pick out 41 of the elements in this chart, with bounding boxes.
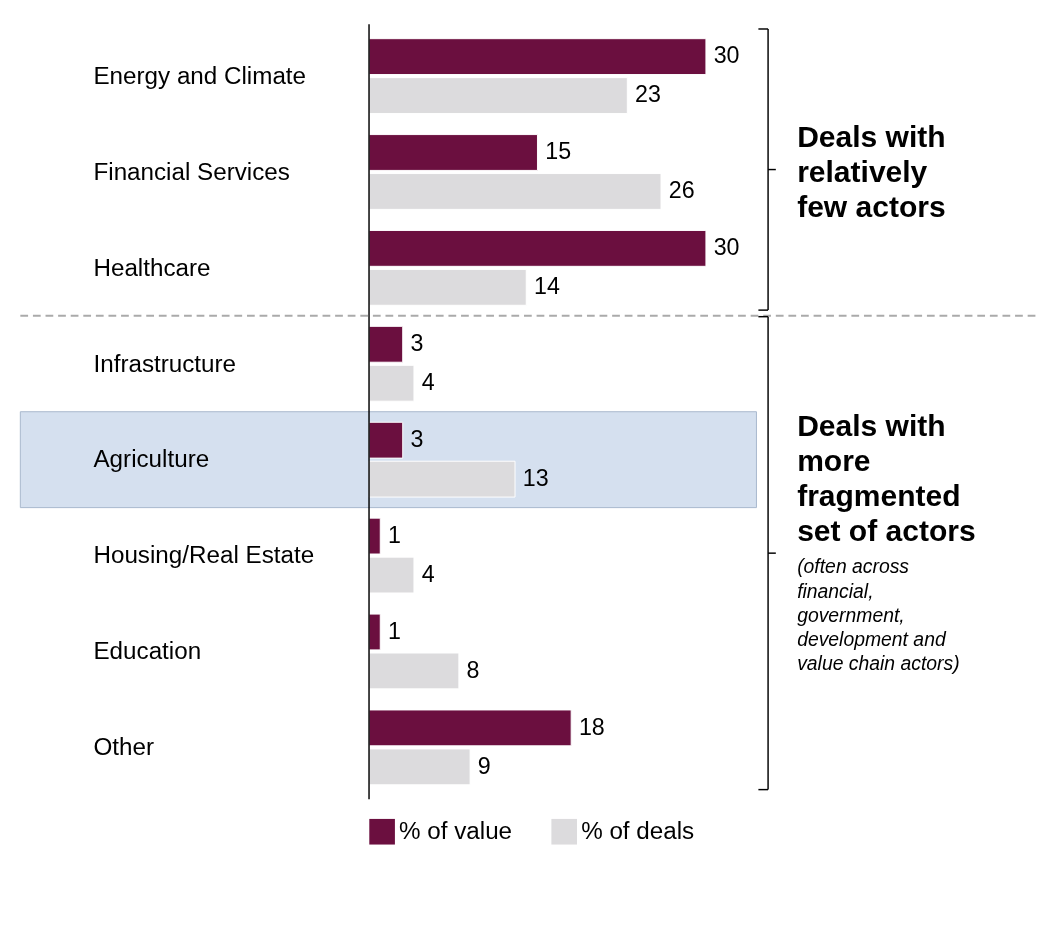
bar <box>368 173 662 210</box>
data-label: 9 <box>477 752 491 779</box>
y-tick-label: Other <box>93 733 155 761</box>
data-label: 3 <box>410 425 424 452</box>
data-label: 4 <box>421 560 435 587</box>
data-label: 1 <box>388 617 401 644</box>
data-label: 14 <box>533 273 560 300</box>
bar <box>368 268 527 306</box>
data-label: 30 <box>713 234 740 261</box>
y-tick-label: Agriculture <box>93 445 210 473</box>
bar <box>368 709 572 747</box>
data-label: 13 <box>522 464 549 491</box>
data-label: 18 <box>578 713 605 740</box>
y-tick-label: Education <box>93 637 202 665</box>
y-tick-label: Financial Services <box>93 157 290 185</box>
bar <box>368 38 707 76</box>
y-tick-label: Energy and Climate <box>93 61 307 89</box>
data-label: 26 <box>668 177 695 204</box>
bar <box>368 421 404 459</box>
bar <box>368 748 471 786</box>
data-label: 8 <box>466 656 480 683</box>
text: (often across financial, government, development and value chain actors) <box>797 555 960 675</box>
bar <box>368 364 415 402</box>
legend-label: % of deals <box>581 817 695 845</box>
data-label: 1 <box>388 521 401 548</box>
data-label: 30 <box>713 42 740 69</box>
y-tick-label: Healthcare <box>93 253 211 281</box>
data-label: 23 <box>635 81 661 108</box>
bar <box>368 229 707 267</box>
bar <box>368 134 538 171</box>
bar <box>368 460 516 498</box>
text: Deals with more fragmented set of actors <box>797 408 976 547</box>
data-label: 15 <box>545 138 572 165</box>
text: Deals with relatively few actors <box>797 119 946 223</box>
y-tick-label: Infrastructure <box>93 349 237 377</box>
data-label: 3 <box>410 330 424 357</box>
legend-label: % of value <box>399 817 513 845</box>
data-label: 4 <box>421 369 435 396</box>
bar <box>368 77 628 114</box>
y-tick-label: Housing/Real Estate <box>93 541 315 569</box>
bar <box>368 325 404 363</box>
